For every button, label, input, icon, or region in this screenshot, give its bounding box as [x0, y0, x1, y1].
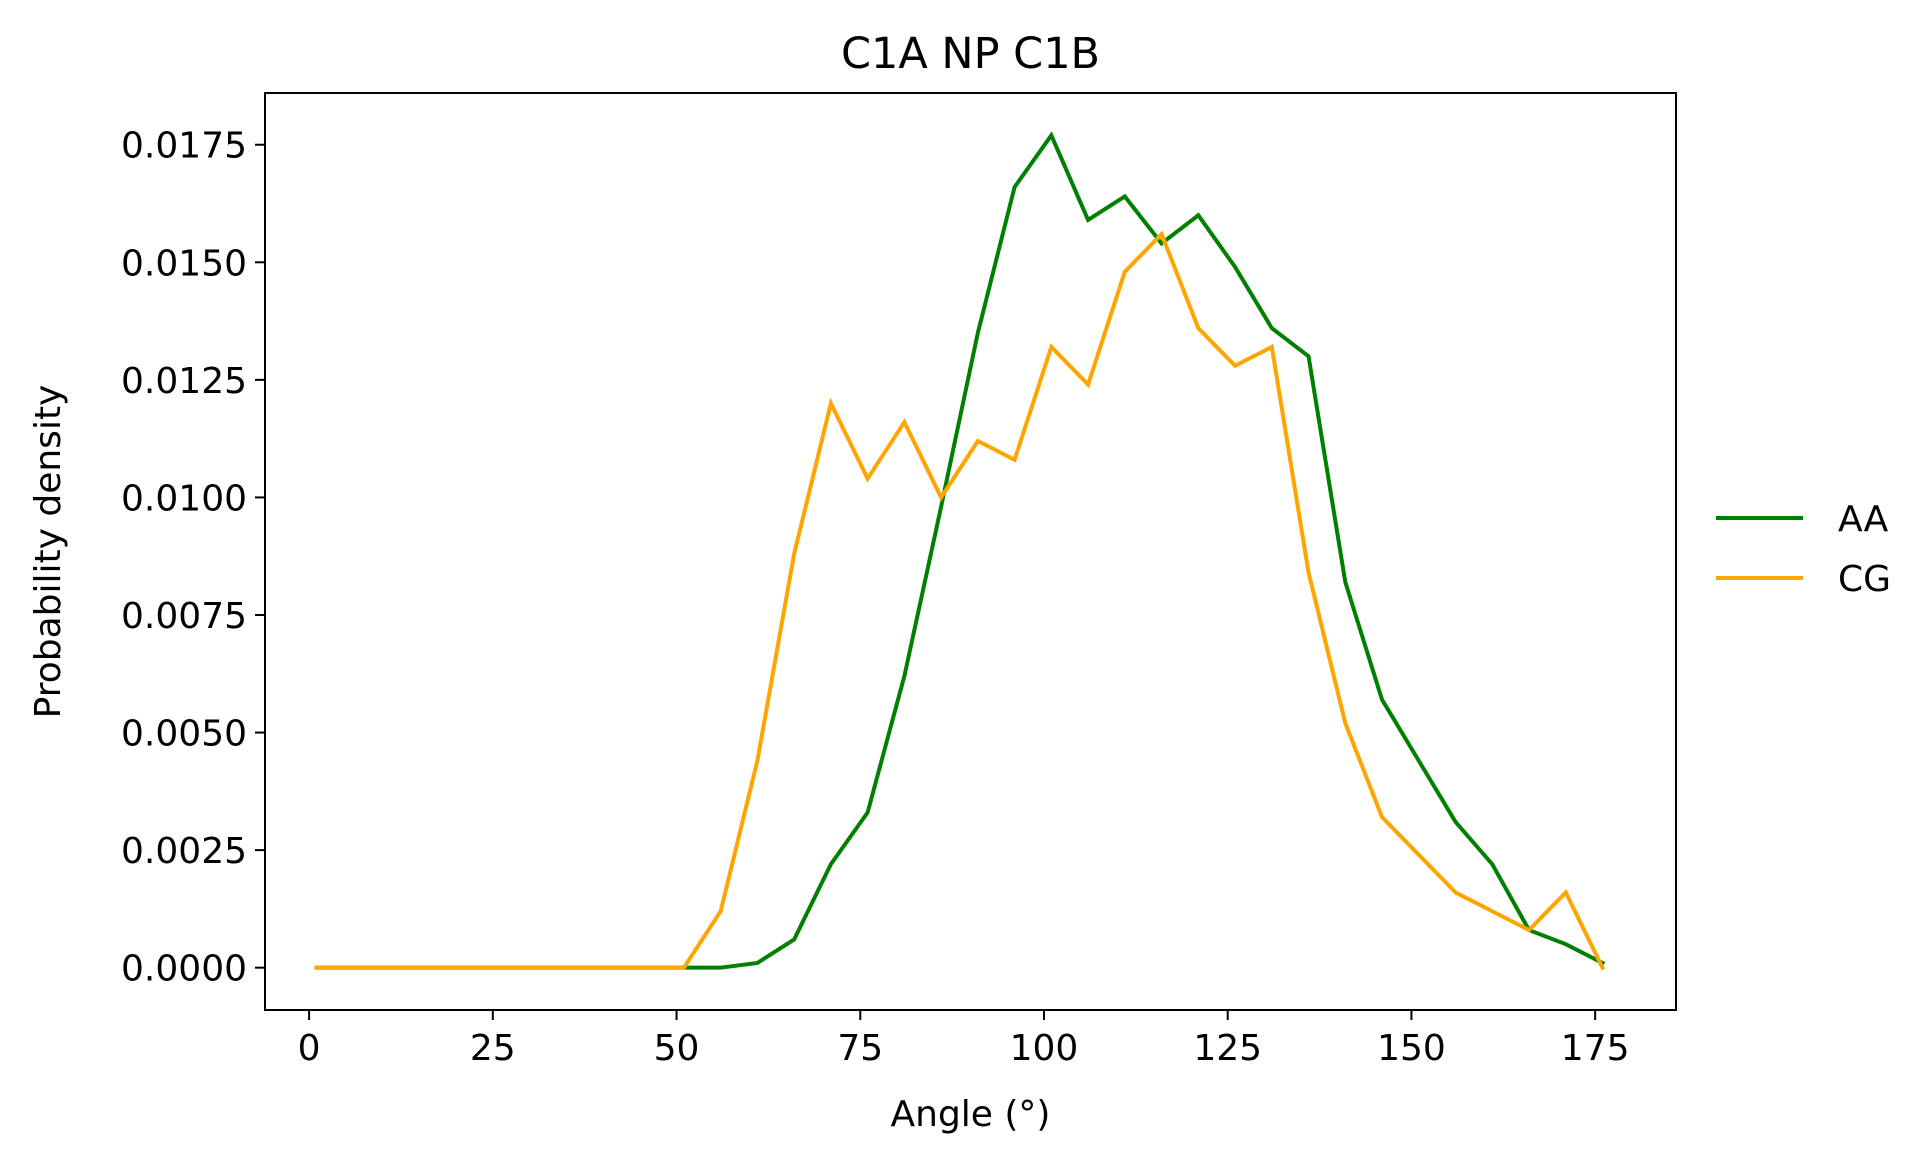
y-axis-title: Probability density [28, 385, 69, 719]
x-tick-label: 75 [837, 1028, 883, 1069]
x-tick-label: 150 [1377, 1028, 1446, 1069]
plot-area: 0 25 50 75 100 125 150 175 0.0000 0.0025 0.0050 0.0… [121, 92, 1677, 1069]
y-tick-label: 0.0000 [121, 949, 247, 990]
y-tick-label: 0.0100 [121, 478, 247, 519]
y-tick-label: 0.0175 [121, 126, 247, 167]
x-tick-label: 0 [298, 1028, 321, 1069]
x-tick-label: 25 [470, 1028, 516, 1069]
x-tick-label: 100 [1010, 1028, 1079, 1069]
x-tick-label: 175 [1561, 1028, 1630, 1069]
axes-frame [264, 92, 1677, 1011]
x-tick-label: 125 [1193, 1028, 1262, 1069]
legend: AA CG [1716, 499, 1891, 600]
chart-title: C1A NP C1B [841, 29, 1100, 79]
y-tick-label: 0.0050 [121, 714, 247, 755]
x-tick-label: 50 [654, 1028, 700, 1069]
legend-label-aa: AA [1838, 499, 1889, 540]
y-tick-label: 0.0125 [121, 361, 247, 402]
y-tick-label: 0.0025 [121, 831, 247, 872]
series-line-cg [314, 230, 1606, 971]
legend-label-cg: CG [1838, 559, 1891, 600]
y-tick-label: 0.0075 [121, 596, 247, 637]
y-tick-label: 0.0150 [121, 243, 247, 284]
x-axis-title: Angle (°) [891, 1094, 1051, 1135]
